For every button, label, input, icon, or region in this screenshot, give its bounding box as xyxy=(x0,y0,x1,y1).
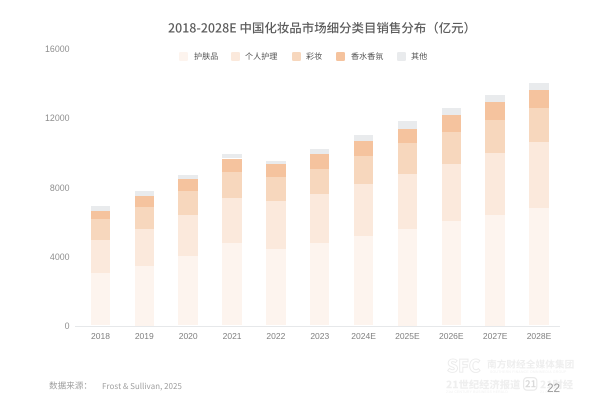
svg-text:21st CENTURY BUSINESS HERALD: 21st CENTURY BUSINESS HERALD xyxy=(446,390,508,394)
svg-text:21 CAIJING: 21 CAIJING xyxy=(540,390,560,394)
svg-text:SOUTHERN FINANCE OMNIMEDIA GRO: SOUTHERN FINANCE OMNIMEDIA GROUP xyxy=(490,370,567,374)
